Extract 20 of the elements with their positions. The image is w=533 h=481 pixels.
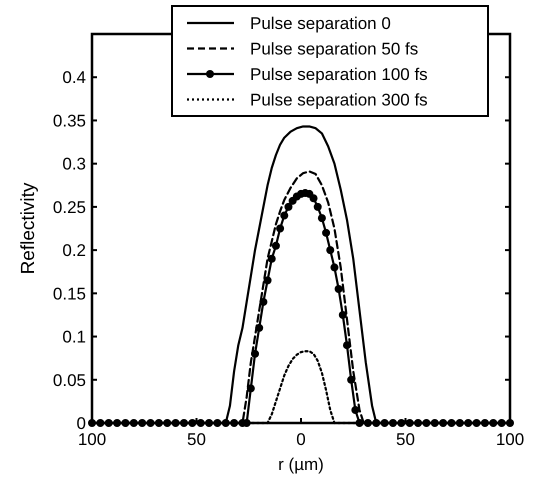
y-tick-label: 0.1: [62, 328, 86, 347]
y-tick-label: 0.4: [62, 68, 86, 88]
y-tick-label: 0.05: [52, 370, 86, 390]
x-tick-label: 100: [496, 430, 524, 449]
x-tick-label: 0: [296, 430, 306, 449]
legend-label: Pulse separation 0: [250, 14, 391, 33]
legend-label: Pulse separation 300 fs: [250, 90, 428, 110]
y-tick-label: 0.25: [52, 198, 86, 217]
legend-label: Pulse separation 100 fs: [250, 65, 428, 84]
y-tick-label: 0.35: [52, 111, 86, 130]
x-axis-title: r (µm): [278, 455, 324, 474]
x-tick-label: 50: [396, 430, 415, 449]
y-tick-label: 0.3: [62, 154, 86, 174]
y-tick-label: 0: [76, 414, 86, 433]
y-tick-label: 0.15: [52, 284, 86, 304]
x-tick-label: 50: [187, 430, 206, 449]
y-axis-title: Reflectivity: [18, 182, 39, 274]
y-tick-label: 0.2: [62, 241, 86, 260]
x-tick-label: 100: [78, 430, 106, 449]
legend-label: Pulse separation 50 fs: [250, 40, 418, 58]
